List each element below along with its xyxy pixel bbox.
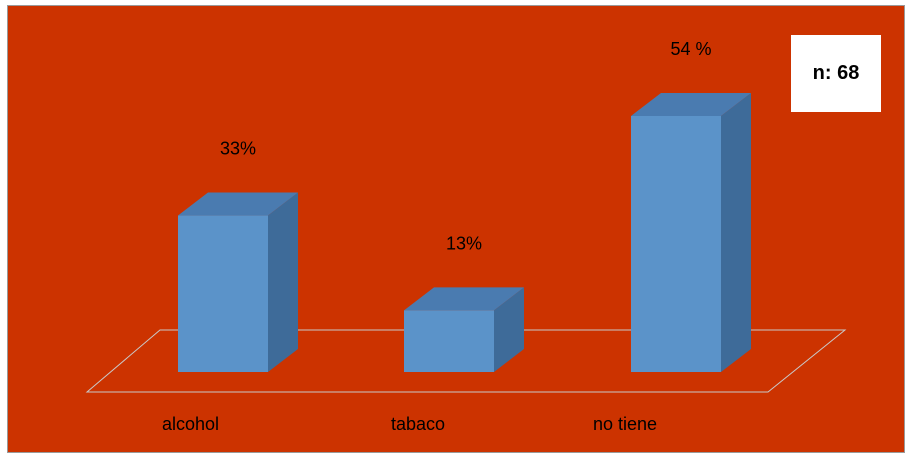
category-label: no tiene xyxy=(593,414,657,434)
bar-front xyxy=(178,215,268,372)
sample-size-label: n: 68 xyxy=(812,62,860,84)
bar-top xyxy=(631,93,751,116)
data-label: 33% xyxy=(220,139,256,159)
labels-group: 33% alcohol 13% tabaco 54 % no tiene xyxy=(162,39,712,434)
category-label: alcohol xyxy=(162,414,219,434)
bar-side xyxy=(494,287,524,372)
bar-front xyxy=(631,116,721,372)
chart-area xyxy=(7,5,905,453)
chart-floor xyxy=(85,329,847,393)
bar-side xyxy=(268,192,298,372)
bar-top xyxy=(178,192,298,216)
sample-size-box: n: 68 xyxy=(791,35,881,112)
data-label: 54 % xyxy=(670,39,711,59)
data-label: 13% xyxy=(446,233,482,253)
bar-top xyxy=(404,287,524,311)
bar-front xyxy=(404,310,494,372)
category-label: tabaco xyxy=(391,414,445,434)
bars-group xyxy=(178,93,751,372)
bar-2 xyxy=(404,287,524,372)
bar-3 xyxy=(631,93,751,372)
bar-1 xyxy=(178,192,298,372)
bar-side xyxy=(721,93,751,372)
